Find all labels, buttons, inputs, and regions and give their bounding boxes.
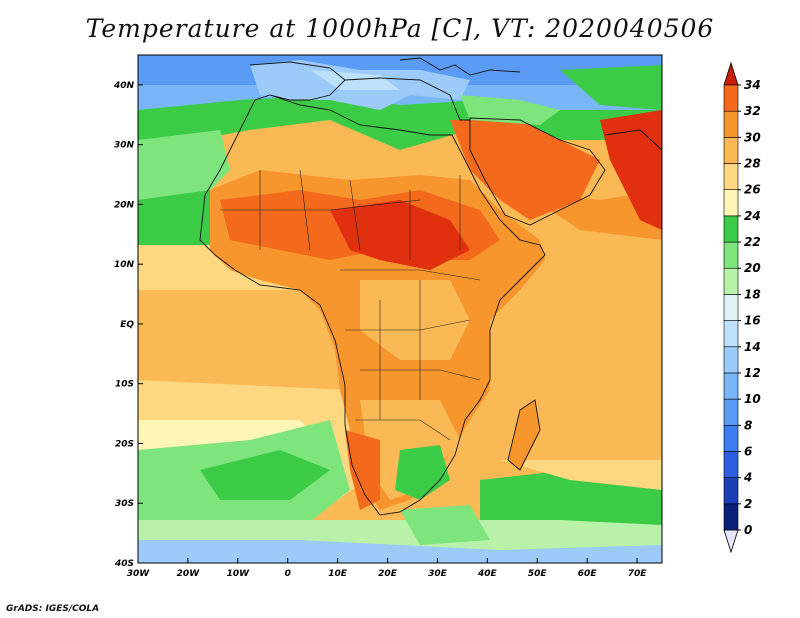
- colorbar-label: 32: [744, 104, 761, 118]
- colorbar-swatch: [723, 320, 739, 348]
- colorbar-swatch: [723, 372, 739, 400]
- colorbar-swatch: [723, 477, 739, 505]
- colorbar-label: 26: [744, 183, 761, 197]
- lon-tick-label: 20E: [378, 569, 398, 579]
- lat-tick-label: EQ: [120, 320, 134, 330]
- lat-tick-label: 40S: [114, 559, 134, 569]
- temperature-field: [138, 55, 662, 563]
- lat-tick-label: 10N: [114, 260, 135, 270]
- colorbar-swatch: [723, 267, 739, 295]
- lon-tick-label: 50E: [528, 569, 548, 579]
- colorbar-label: 20: [744, 261, 761, 275]
- colorbar-swatch: [723, 163, 739, 191]
- colorbar-label: 6: [744, 444, 752, 458]
- colorbar-swatch: [723, 503, 739, 531]
- lon-tick-label: 10E: [328, 569, 348, 579]
- colorbar-label: 8: [744, 418, 752, 432]
- colorbar-top-arrow: [723, 61, 739, 86]
- lat-tick-label: 30N: [114, 141, 135, 151]
- map-frame: [137, 54, 663, 564]
- latitude-axis: 40N 30N 20N 10N EQ 10S 20S 30S 40S: [113, 81, 143, 569]
- colorbar-label: 18: [744, 287, 761, 301]
- colorbar-label: 24: [744, 209, 761, 223]
- colorbar-swatch: [723, 294, 739, 321]
- map-title: Temperature at 1000hPa [C], VT: 20200405…: [85, 14, 715, 43]
- lon-tick-label: 30W: [127, 569, 151, 579]
- colorbar-label: 30: [744, 130, 761, 144]
- lon-tick-label: 0: [285, 569, 291, 579]
- colorbar-label: 10: [744, 392, 761, 406]
- colorbar-label: 4: [743, 471, 752, 485]
- lon-tick-label: 30E: [428, 569, 448, 579]
- lat-tick-label: 20S: [115, 439, 134, 449]
- colorbar-swatch: [723, 424, 739, 452]
- lon-tick-label: 60E: [578, 569, 598, 579]
- colorbar-swatch: [723, 346, 739, 374]
- country-borders: [220, 169, 481, 441]
- colorbar-swatch: [723, 189, 739, 217]
- colorbar-swatch: [723, 110, 739, 138]
- colorbar-swatch: [723, 215, 739, 243]
- lon-tick-label: 20W: [177, 569, 201, 579]
- colorbar-label: 0: [744, 523, 752, 537]
- footer-credit: GrADS: IGES/COLA: [6, 604, 100, 614]
- lat-tick-label: 20N: [114, 200, 135, 210]
- colorbar-bottom-arrow: [723, 529, 739, 554]
- colorbar-label: 16: [744, 314, 761, 328]
- colorbar-swatch: [723, 451, 739, 478]
- colorbar-label: 22: [744, 235, 761, 249]
- colorbar-label: 34: [744, 78, 761, 92]
- colorbar-label: 2: [744, 497, 752, 511]
- lat-tick-label: 30S: [115, 499, 134, 509]
- colorbar-swatch: [723, 84, 739, 112]
- lat-tick-label: 40N: [113, 81, 135, 91]
- lon-tick-label: 10W: [227, 569, 251, 579]
- colorbar-label: 28: [744, 157, 761, 171]
- longitude-axis: 30W 20W 10W 0 10E 20E 30E 40E 50E 60E 70E: [127, 558, 647, 579]
- colorbar-swatch: [723, 241, 739, 269]
- colorbar-swatch: [723, 398, 739, 426]
- coastlines: [199, 57, 662, 516]
- colorbar-swatch: [723, 137, 739, 164]
- colorbar-label: 12: [744, 366, 761, 380]
- lon-tick-label: 40E: [477, 569, 498, 579]
- lon-tick-label: 70E: [628, 569, 648, 579]
- colorbar-label: 14: [744, 340, 761, 354]
- lat-tick-label: 10S: [115, 380, 134, 390]
